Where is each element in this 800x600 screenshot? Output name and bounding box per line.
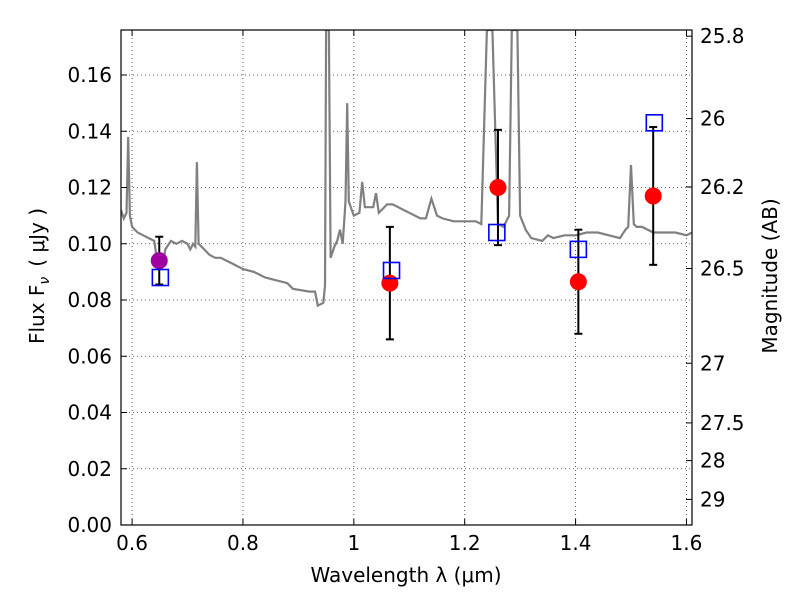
x-axis-ticks: 0.6 0.8 1 1.2 1.4 1.6 [116,30,702,555]
x-tick-label: 0.8 [227,531,259,555]
y-tick-label: 0.08 [67,288,112,312]
y-tick-label: 0.04 [67,401,112,425]
x-tick-label: 1.2 [449,531,481,555]
right-tick-label: 26.2 [700,175,745,199]
right-tick-label: 26 [700,107,725,131]
measured-point [489,179,507,196]
y-tick-label: 0.10 [67,232,112,256]
model-photometry-point [569,240,588,259]
right-tick-label: 29 [700,487,725,511]
y-axis-ticks: 0.00 0.02 0.04 0.06 0.08 0.10 0.12 0.14 0.16 [67,63,127,537]
right-tick-label: 26.5 [700,257,745,281]
y-tick-label: 0.12 [67,176,112,200]
right-axis-ticks: 25.8 26 26.2 26.5 27 27.5 28 29 [686,24,745,511]
x-tick-label: 1 [347,531,360,555]
model-photometry-point [151,268,170,287]
y-axis-title-unit: ( μJy ) [25,208,49,267]
y-tick-label: 0.02 [67,457,112,481]
x-tick-label: 1.4 [560,531,592,555]
plot-area [121,30,692,341]
model-photometry-point [488,223,506,242]
y-axis-title-main: Flux F [25,285,49,344]
data-markers [150,114,664,292]
y-tick-label: 0.16 [67,63,112,87]
plot-frame [120,29,693,526]
grid-lines [121,30,692,526]
right-axis-title: Magnitude (AB) [758,198,782,353]
y-tick-label: 0.14 [67,119,112,143]
right-tick-label: 27.5 [700,411,745,435]
measured-point [569,273,587,291]
x-tick-label: 1.6 [671,531,703,555]
y-tick-label: 0.06 [67,344,112,368]
measured-optical-point [150,252,168,270]
x-tick-label: 0.6 [116,531,148,555]
model-photometry-point [382,261,401,280]
y-axis-title: Flux Fν ( μJy ) [25,208,53,344]
y-tick-label: 0.00 [67,513,112,537]
model-spectrum-line [121,30,692,308]
y-axis-title-sub: ν [37,277,53,285]
x-axis-title: Wavelength λ (μm) [310,563,501,587]
right-tick-label: 27 [700,351,725,375]
right-tick-label: 28 [700,449,725,473]
right-tick-label: 25.8 [700,24,745,48]
model-photometry-point [645,114,664,132]
measured-point [644,187,662,205]
